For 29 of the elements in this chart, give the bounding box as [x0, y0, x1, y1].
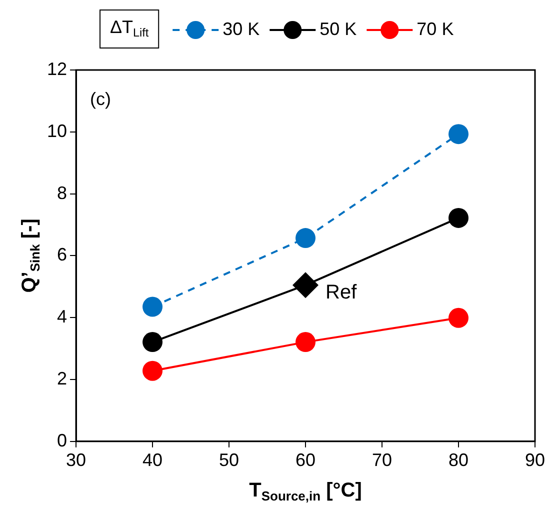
x-tick-label: 40	[142, 450, 163, 470]
y-tick-label: 2	[57, 368, 68, 388]
y-tick-label: 6	[57, 244, 68, 265]
annotation: (c)	[90, 88, 112, 109]
y-tick-label: 10	[46, 120, 68, 141]
x-tick-label: 70	[372, 450, 392, 470]
annotation: Ref	[326, 282, 358, 304]
legend-label: 70 K	[416, 18, 454, 39]
legend-label: 30 K	[222, 18, 260, 39]
point	[448, 124, 469, 144]
point	[292, 272, 319, 298]
y-tick-label: 4	[57, 306, 68, 327]
legend-label: 50 K	[320, 18, 357, 39]
point	[296, 228, 316, 248]
point	[448, 308, 469, 328]
y-tick-label: 8	[57, 182, 68, 203]
x-tick-label: 30	[66, 450, 86, 470]
y-axis-title: Q’Sink [-]	[18, 218, 43, 293]
x-tick-label: 80	[448, 450, 469, 470]
x-tick-label: 50	[219, 450, 240, 470]
point	[448, 208, 469, 228]
point	[142, 360, 163, 381]
x-tick-label: 90	[524, 450, 546, 470]
point	[296, 332, 316, 352]
point	[142, 296, 163, 317]
x-tick-label: 60	[295, 450, 316, 470]
point	[142, 332, 163, 352]
y-tick-label: 12	[46, 58, 68, 79]
y-tick-label: 0	[57, 430, 68, 450]
